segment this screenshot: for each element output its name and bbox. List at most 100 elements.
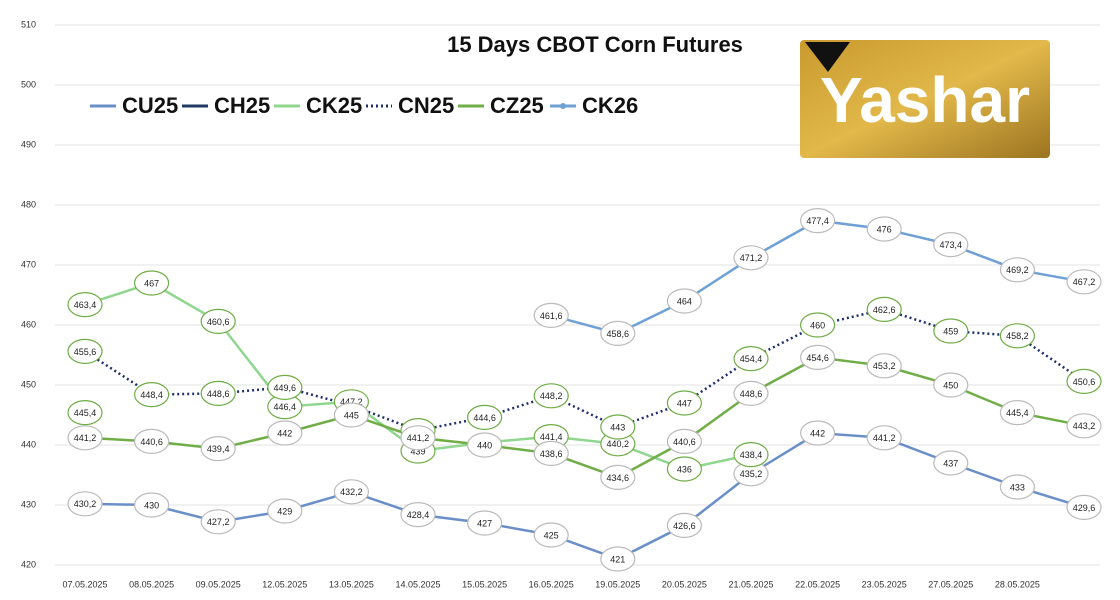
data-label-bg [200,509,236,535]
data-label-bg [999,474,1036,500]
data-label-bg [333,402,369,428]
data-label: 464 [677,296,692,306]
data-label: 445,4 [74,408,97,418]
x-tick-label: 20.05.2025 [662,579,707,589]
data-label-bg [67,425,103,451]
logo: Yashar [800,40,1050,158]
data-label-bg [866,296,902,322]
legend-label: CN25 [398,93,454,118]
data-label: 460 [810,320,825,330]
data-label-bg [600,464,636,490]
data-label-bg [533,302,569,328]
data-label: 447,2 [340,397,363,407]
data-label: 446,4 [274,402,297,412]
data-label: 426,6 [673,521,696,531]
legend-label: CU25 [122,93,178,118]
data-label: 435,2 [740,469,763,479]
data-label-bg [134,270,170,296]
data-label: 448,6 [207,389,230,399]
x-tick-label: 16.05.2025 [529,579,574,589]
data-label: 432,2 [340,487,363,497]
x-tick-label: 14.05.2025 [395,579,440,589]
logo-bg [800,40,1050,158]
x-tick-label: 12.05.2025 [262,579,307,589]
y-tick-label: 480 [21,199,36,209]
data-label-bg [999,400,1036,426]
x-tick-label: 27.05.2025 [928,579,973,589]
data-label: 439 [410,446,425,456]
y-tick-label: 440 [21,439,36,449]
x-tick-label: 15.05.2025 [462,579,507,589]
y-tick-label: 460 [21,319,36,329]
data-label: 458,6 [607,329,630,339]
data-label: 443 [610,422,625,432]
legend-label: CK25 [306,93,362,118]
data-label-bg [67,338,103,364]
logo-triangle [805,42,850,72]
data-label: 450 [943,380,958,390]
data-label-bg [67,292,103,318]
data-label: 445,4 [1006,408,1029,418]
data-label: 441,2 [74,433,97,443]
y-tick-label: 510 [21,19,36,29]
data-label-bg [1066,413,1102,439]
series-line [84,356,1085,479]
data-label: 471,2 [740,253,763,263]
data-label-bg [866,425,902,451]
data-label-bg [999,323,1036,349]
data-label-bg [600,320,636,346]
data-label: 434,6 [607,473,630,483]
data-label: 440,6 [673,437,696,447]
data-label-bg [666,512,703,539]
data-label-bg [933,450,969,476]
x-tick-label: 09.05.2025 [196,579,241,589]
data-label-bg [134,428,170,454]
data-label: 438,6 [540,449,563,459]
chart-title: 15 Days CBOT Corn Futures [447,32,743,57]
data-label-bg [1066,269,1102,295]
data-label: 453,2 [873,361,896,371]
data-label: 467 [144,278,159,288]
legend-label: CK26 [582,93,638,118]
data-label: 455,6 [74,347,97,357]
data-label: 454,6 [806,353,829,363]
x-tick-label: 22.05.2025 [795,579,840,589]
data-label: 441,2 [407,433,430,443]
data-label-bg [799,208,836,234]
data-label: 458,2 [1006,331,1029,341]
data-label-bg [200,308,236,334]
data-label: 437 [943,458,958,468]
data-label: 429 [277,506,292,516]
data-label: 450,6 [1073,377,1096,387]
data-label: 461,6 [540,311,563,321]
data-label-bg [933,318,969,344]
y-tick-label: 490 [21,139,36,149]
data-label-bg [933,372,969,398]
data-label-bg [67,491,103,517]
data-label: 448,6 [740,389,763,399]
data-label-bg [267,374,303,400]
legend-marker [560,103,566,109]
logo-text: Yashar [820,64,1030,136]
data-label: 430,2 [74,499,97,509]
x-tick-label: 08.05.2025 [129,579,174,589]
data-label-bg [267,498,303,524]
data-label-bg [400,501,436,528]
data-label: 445 [344,410,359,420]
data-label: 428,4 [407,510,430,520]
data-label-bg [733,380,769,406]
data-label: 463,4 [74,300,97,310]
data-label: 443,2 [1073,421,1096,431]
y-tick-label: 420 [21,559,36,569]
data-label: 477,4 [806,216,829,226]
data-label: 462,6 [873,305,896,315]
data-label: 430 [144,500,159,510]
data-label-bg [134,492,170,518]
data-label-bg [666,390,703,416]
x-tick-label: 07.05.2025 [62,579,107,589]
data-label: 438,4 [740,450,763,460]
data-label: 449,6 [274,383,297,393]
data-label: 436 [677,464,692,474]
